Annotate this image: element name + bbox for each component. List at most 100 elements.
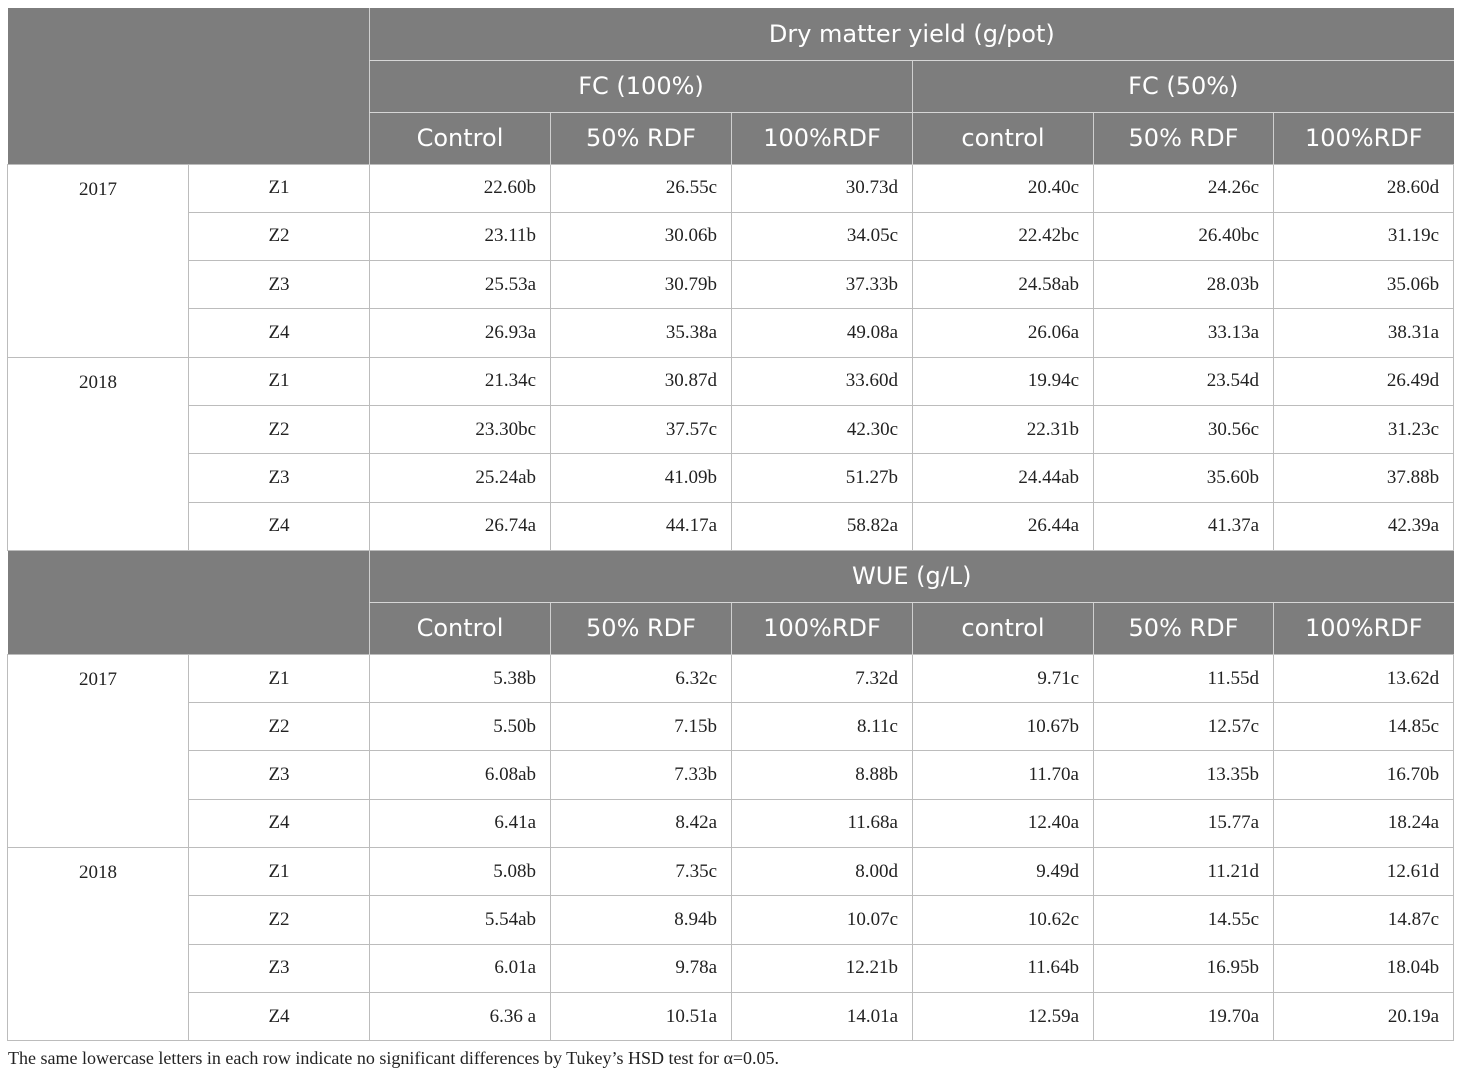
results-table: Dry matter yield (g/pot) FC (100%) FC (50%… (7, 8, 1455, 1042)
table-row: Z2 23.11b 30.06b 34.05c 22.42bc 26.40bc 31.19c (8, 211, 1455, 262)
column-header: 50% RDF (1093, 112, 1274, 164)
table-row: Z3 25.24ab 41.09b 51.27b 24.44ab 35.60b 37.88b (8, 453, 1455, 503)
column-header: 100%RDF (731, 112, 913, 164)
value-cell: 49.08a (731, 308, 913, 358)
table-row: Z4 26.93a 35.38a 49.08a 26.06a 33.13a 38.31a (8, 308, 1455, 358)
value-cell: 30.06b (550, 211, 732, 262)
value-cell: 31.23c (1272, 404, 1455, 455)
column-header: 50% RDF (1093, 602, 1274, 655)
zone-cell: Z2 (188, 702, 370, 752)
value-cell: 30.79b (550, 260, 732, 310)
value-cell: 14.87c (1272, 895, 1455, 945)
value-cell: 10.67b (912, 702, 1094, 752)
table-row: 2018 Z1 21.34c 30.87d 33.60d 19.94c 23.54d 26.4… (7, 356, 1455, 551)
table-row: Z2 5.54ab 8.94b 10.07c 10.62c 14.55c 14.87c (8, 895, 1455, 945)
value-cell: 24.44ab (912, 453, 1094, 503)
table-row: Z4 6.36 a 10.51a 14.01a 12.59a 19.70a 20.19a (8, 991, 1455, 1042)
value-cell: 35.06b (1272, 260, 1455, 310)
value-cell: 41.37a (1093, 501, 1274, 551)
zone-cell: Z1 (188, 847, 370, 897)
value-cell: 21.34c (369, 356, 551, 406)
value-cell: 5.54ab (369, 895, 551, 945)
value-cell: 33.13a (1093, 308, 1274, 358)
value-cell: 8.88b (731, 750, 913, 800)
value-cell: 7.35c (550, 847, 732, 897)
group-header: FC (50%) (911, 60, 1454, 113)
value-cell: 37.33b (731, 260, 913, 310)
value-cell: 10.62c (912, 895, 1094, 945)
value-cell: 18.24a (1272, 798, 1455, 849)
value-cell: 6.08ab (369, 750, 551, 800)
value-cell: 25.24ab (369, 453, 551, 503)
value-cell: 14.55c (1093, 895, 1274, 945)
value-cell: 6.32c (550, 653, 732, 704)
value-cell: 23.30bc (369, 404, 551, 455)
value-cell: 12.61d (1272, 847, 1455, 897)
value-cell: 30.73d (731, 163, 913, 213)
section2-title-row: WUE (g/L) (7, 550, 1454, 655)
zone-cell: Z1 (188, 653, 370, 704)
value-cell: 11.21d (1093, 847, 1274, 897)
value-cell: 34.05c (731, 211, 913, 262)
value-cell: 10.07c (731, 895, 913, 945)
value-cell: 5.08b (369, 847, 551, 897)
column-header: 100%RDF (731, 602, 913, 655)
value-cell: 5.38b (369, 653, 551, 704)
table-row: Z4 6.41a 8.42a 11.68a 12.40a 15.77a 18.24a (8, 798, 1455, 849)
value-cell: 42.39a (1272, 501, 1455, 551)
value-cell: 26.55c (550, 163, 732, 213)
value-cell: 30.56c (1093, 404, 1274, 455)
column-header: 100%RDF (1272, 112, 1454, 164)
zone-cell: Z3 (188, 453, 370, 503)
value-cell: 35.38a (550, 308, 732, 358)
table-row: Z2 5.50b 7.15b 8.11c 10.67b 12.57c 14.85c (8, 702, 1455, 752)
zone-cell: Z1 (188, 356, 370, 406)
value-cell: 28.60d (1272, 163, 1455, 213)
year-cell: 2018 (7, 847, 189, 1042)
value-cell: 14.85c (1272, 702, 1455, 752)
value-cell: 22.60b (369, 163, 551, 213)
value-cell: 23.54d (1093, 356, 1274, 406)
value-cell: 12.57c (1093, 702, 1274, 752)
value-cell: 37.57c (550, 404, 732, 455)
value-cell: 24.58ab (912, 260, 1094, 310)
value-cell: 8.11c (731, 702, 913, 752)
value-cell: 9.49d (912, 847, 1094, 897)
header-blank-cell (7, 8, 370, 164)
value-cell: 28.03b (1093, 260, 1274, 310)
value-cell: 22.31b (912, 404, 1094, 455)
value-cell: 20.40c (912, 163, 1094, 213)
value-cell: 9.71c (912, 653, 1094, 704)
value-cell: 41.09b (550, 453, 732, 503)
zone-cell: Z4 (188, 308, 370, 358)
value-cell: 11.68a (731, 798, 913, 849)
value-cell: 25.53a (369, 260, 551, 310)
year-cell: 2017 (7, 163, 189, 358)
column-header: Control (369, 112, 551, 164)
value-cell: 6.36 a (369, 991, 551, 1042)
table-row: Z3 25.53a 30.79b 37.33b 24.58ab 28.03b 35.06b (8, 260, 1455, 310)
value-cell: 12.40a (912, 798, 1094, 849)
value-cell: 20.19a (1272, 991, 1455, 1042)
value-cell: 6.01a (369, 943, 551, 993)
column-header: 50% RDF (550, 602, 732, 655)
value-cell: 26.40bc (1093, 211, 1274, 262)
value-cell: 11.55d (1093, 653, 1274, 704)
column-header: Control (369, 602, 551, 655)
column-header: 50% RDF (550, 112, 732, 164)
value-cell: 42.30c (731, 404, 913, 455)
value-cell: 8.42a (550, 798, 732, 849)
value-cell: 13.35b (1093, 750, 1274, 800)
value-cell: 12.59a (912, 991, 1094, 1042)
table-row: 2017 Z1 22.60b 26.55c 30.73d 20.40c 24.26c 28.6… (7, 163, 1455, 358)
table-row: 2017 Z1 5.38b 6.32c 7.32d 9.71c 11.55d 13.62d (7, 653, 1455, 849)
value-cell: 9.78a (550, 943, 732, 993)
value-cell: 16.70b (1272, 750, 1455, 800)
value-cell: 5.50b (369, 702, 551, 752)
year-cell: 2017 (7, 653, 189, 849)
value-cell: 14.01a (731, 991, 913, 1042)
zone-cell: Z3 (188, 943, 370, 993)
value-cell: 11.64b (912, 943, 1094, 993)
zone-cell: Z2 (188, 895, 370, 945)
value-cell: 10.51a (550, 991, 732, 1042)
